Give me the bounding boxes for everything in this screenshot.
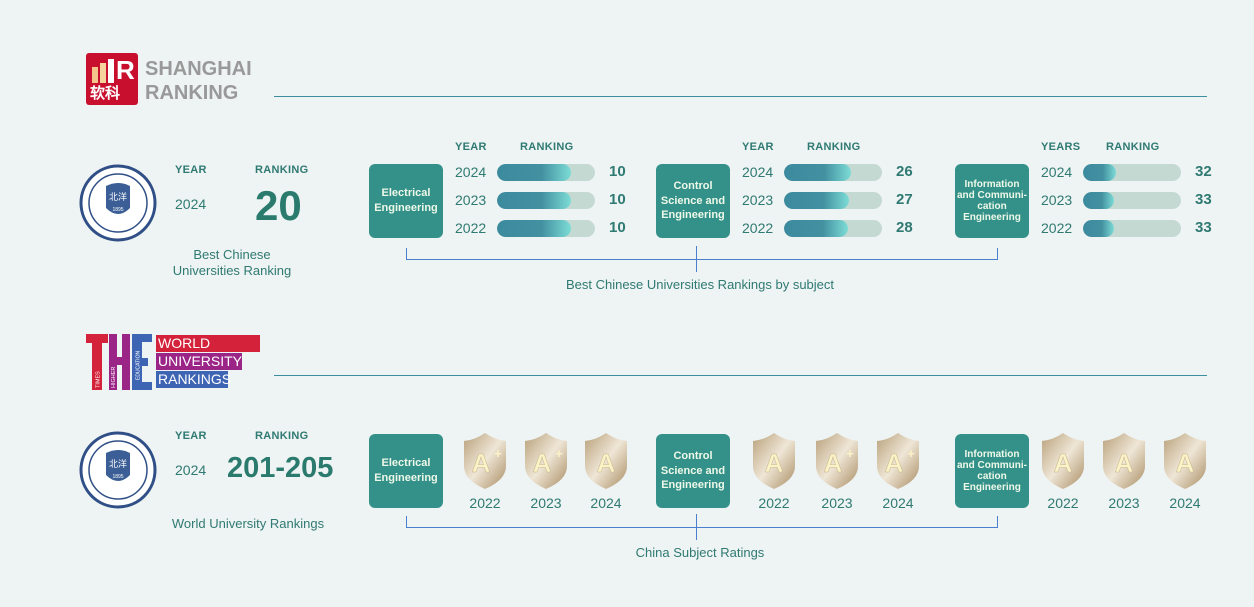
grade-shield-icon: A: [1042, 433, 1084, 489]
ranking-bar-fill: [497, 164, 571, 181]
world-ranking: 201-205: [227, 452, 334, 484]
ranking-bar-fill: [497, 220, 571, 237]
grade-letter: A: [1176, 448, 1195, 478]
subject-tile: Control Science and Engineering: [656, 434, 730, 508]
ranking-bar-fill: [784, 164, 851, 181]
grade-letter: A: [885, 448, 904, 478]
shanghai-ranking-logo: R 软科 SHANGHAI RANKING: [86, 53, 252, 105]
ranking-bar: [784, 220, 882, 237]
ranking-bar: [497, 220, 595, 237]
grade-letter: A: [1115, 448, 1134, 478]
subject-tile: Information and Communi-cation Engineeri…: [955, 434, 1029, 508]
ranking-bar-fill: [1083, 192, 1115, 209]
ranking-bar-fill: [784, 220, 848, 237]
bracket-tick: [696, 514, 697, 540]
the-letters-logo: TIMES HIGHER EDUCATION: [86, 334, 152, 390]
the-rankings-logo: TIMES HIGHER EDUCATION WORLD UNIVERSITY …: [86, 334, 261, 390]
grade-plus: +: [907, 446, 915, 461]
university-seal: 北洋 1895: [79, 164, 157, 242]
grade-letter: A: [533, 448, 552, 478]
university-seal: 北洋 1895: [79, 431, 157, 509]
svg-text:北洋: 北洋: [109, 458, 127, 469]
divider: [274, 375, 1207, 376]
ranking-bar: [1083, 220, 1181, 237]
ranking-bar-fill: [1083, 164, 1117, 181]
ranking-bar-fill: [497, 192, 571, 209]
ranking-bar: [1083, 192, 1181, 209]
grade-letter: A: [597, 448, 616, 478]
grade-shield-icon: A +: [464, 433, 506, 489]
svg-text:北洋: 北洋: [109, 191, 127, 202]
svg-text:1895: 1895: [112, 207, 123, 213]
subject-tile: Electrical Engineering: [369, 164, 443, 238]
subject-tile: Control Science and Engineering: [656, 164, 730, 238]
ranking-bar-fill: [1083, 220, 1115, 237]
logo-word-higher: HIGHER: [111, 367, 117, 388]
grade-plus: +: [494, 446, 502, 461]
ranking-bar: [784, 164, 882, 181]
grade-plus: +: [846, 446, 854, 461]
grade-shield-icon: A +: [816, 433, 858, 489]
grade-shield-icon: A: [1103, 433, 1145, 489]
grade-plus: +: [555, 446, 563, 461]
subject-tile: Information and Communi-cation Engineeri…: [955, 164, 1029, 238]
subjects-caption: Best Chinese Universities Rankings by su…: [565, 277, 835, 292]
grade-shield-icon: A: [585, 433, 627, 489]
ranking-bar: [784, 192, 882, 209]
logo-word-education: EDUCATION: [136, 351, 142, 380]
bracket: [406, 516, 998, 528]
grade-shield-icon: A: [753, 433, 795, 489]
divider: [274, 96, 1207, 97]
grade-letter: A: [1054, 448, 1073, 478]
ranking-bar: [497, 164, 595, 181]
svg-text:1895: 1895: [112, 474, 123, 480]
logo-word-times: TIMES: [96, 371, 102, 388]
ranking-bar: [1083, 164, 1181, 181]
grade-shield-icon: A: [1164, 433, 1206, 489]
ranking-bar: [497, 192, 595, 209]
subjects-caption: China Subject Ratings: [635, 545, 765, 560]
grade-letter: A: [765, 448, 784, 478]
bracket: [406, 248, 998, 260]
overall-ranking: 20: [255, 182, 302, 229]
grade-letter: A: [472, 448, 491, 478]
ranking-bar-fill: [784, 192, 849, 209]
grade-shield-icon: A +: [525, 433, 567, 489]
subject-tile: Electrical Engineering: [369, 434, 443, 508]
grade-letter: A: [824, 448, 843, 478]
bracket-tick: [696, 246, 697, 272]
grade-shield-icon: A +: [877, 433, 919, 489]
